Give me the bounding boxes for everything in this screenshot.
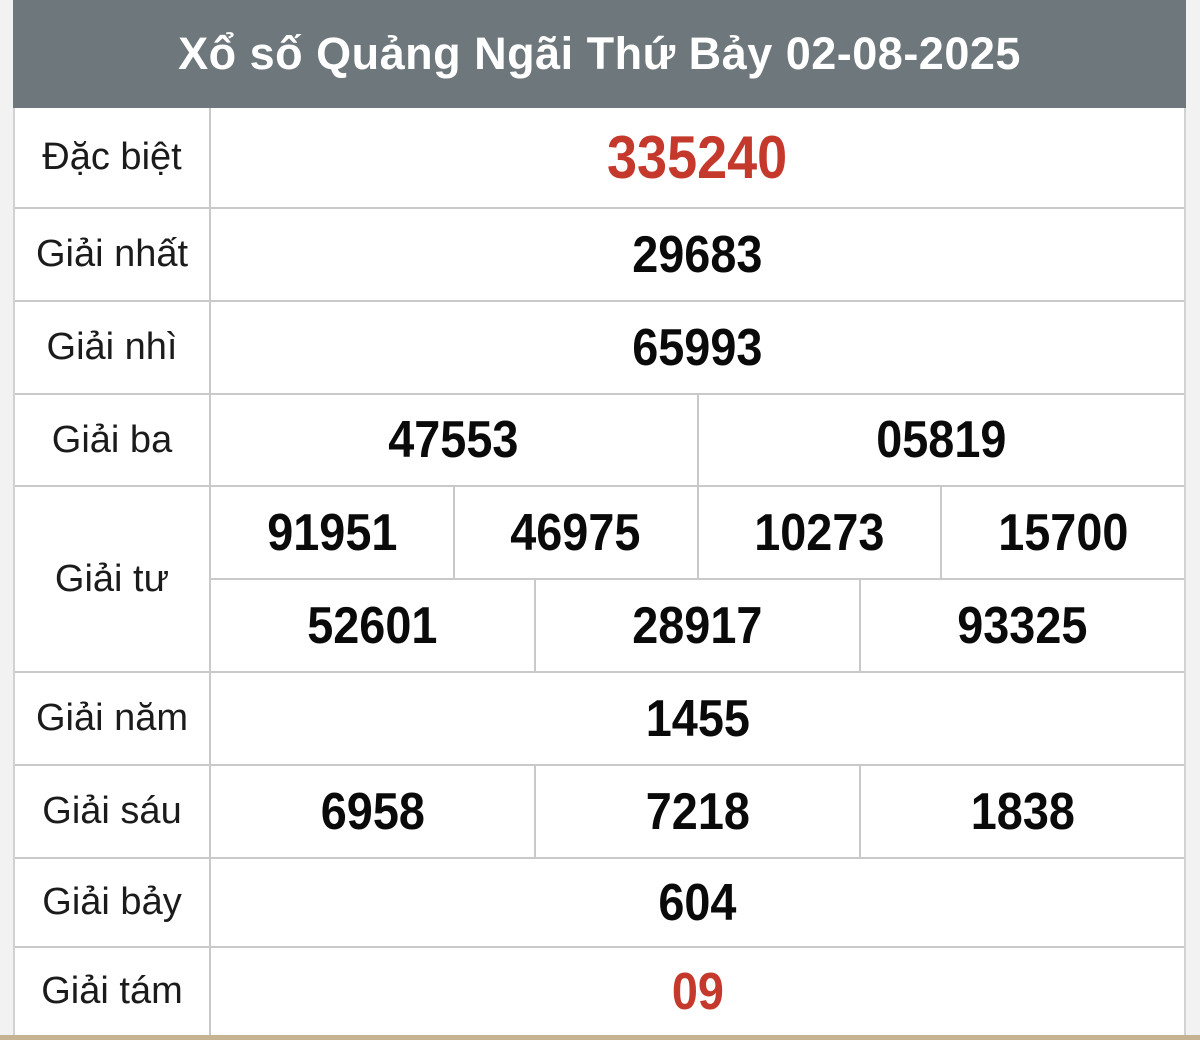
bottom-accent-divider xyxy=(0,1035,1200,1040)
results-header: Xổ số Quảng Ngãi Thứ Bảy 02-08-2025 xyxy=(13,0,1186,108)
prize-label: Đặc biệt xyxy=(15,108,211,207)
prize-number-cell: 604 xyxy=(211,859,1184,946)
prize-number-cell: 15700 xyxy=(940,487,1184,578)
prize-number: 93325 xyxy=(957,596,1088,655)
row-giai-nhi: Giải nhì 65993 xyxy=(15,302,1184,395)
prize-number-cell: 91951 xyxy=(211,487,453,578)
prize-values-stack: 91951 46975 10273 15700 xyxy=(211,487,1184,671)
prize-number: 91951 xyxy=(266,503,397,562)
prize-number: 47553 xyxy=(388,411,519,469)
prize-number: 09 xyxy=(671,962,724,1021)
row-dac-biet: Đặc biệt 335240 xyxy=(15,108,1184,209)
prize-label: Giải tư xyxy=(15,487,211,671)
row-giai-nhat: Giải nhất 29683 xyxy=(15,209,1184,302)
prize-label: Giải sáu xyxy=(15,766,211,857)
prize-number: 28917 xyxy=(632,596,763,655)
prize-number: 05819 xyxy=(876,411,1007,469)
row-giai-tu: Giải tư 91951 46975 10273 15700 xyxy=(15,487,1184,673)
prize-number-cell: 6958 xyxy=(211,766,534,857)
prize-number: 1838 xyxy=(970,782,1075,841)
prize-number-cell: 65993 xyxy=(211,302,1184,393)
prize-label: Giải năm xyxy=(15,673,211,764)
prize-number-cell: 1455 xyxy=(211,673,1184,764)
prize-values: 29683 xyxy=(211,209,1184,300)
prize-number-cell: 09 xyxy=(211,948,1184,1035)
prize-number-cell: 7218 xyxy=(534,766,859,857)
prize-values: 52601 28917 93325 xyxy=(211,580,1184,671)
page-title: Xổ số Quảng Ngãi Thứ Bảy 02-08-2025 xyxy=(178,28,1021,79)
prize-label: Giải nhì xyxy=(15,302,211,393)
prize-values: 604 xyxy=(211,859,1184,946)
prize-number-cell: 1838 xyxy=(859,766,1184,857)
row-giai-ba: Giải ba 47553 05819 xyxy=(15,395,1184,487)
results-board: Xổ số Quảng Ngãi Thứ Bảy 02-08-2025 Đặc … xyxy=(13,0,1186,1035)
prize-number-cell: 46975 xyxy=(452,487,697,578)
prize-number: 335240 xyxy=(607,124,788,191)
prize-number: 15700 xyxy=(998,503,1129,562)
prize-number: 604 xyxy=(658,873,737,932)
prize-values: 6958 7218 1838 xyxy=(211,766,1184,857)
prize-values: 47553 05819 xyxy=(211,395,1184,485)
prize-number-cell: 47553 xyxy=(211,395,697,485)
prize-number-cell: 05819 xyxy=(696,395,1185,485)
prize-label: Giải tám xyxy=(15,948,211,1035)
prize-number-cell: 335240 xyxy=(211,108,1184,207)
prize-table: Đặc biệt 335240 Giải nhất 29683 Giải nhì xyxy=(13,108,1186,1035)
prize-values: 1455 xyxy=(211,673,1184,764)
row-giai-bay: Giải bảy 604 xyxy=(15,859,1184,948)
prize-number: 65993 xyxy=(632,318,763,377)
prize-number: 29683 xyxy=(632,225,763,284)
prize-label: Giải ba xyxy=(15,395,211,485)
prize-number-cell: 28917 xyxy=(534,580,859,671)
prize-number-cell: 52601 xyxy=(211,580,534,671)
row-giai-tam: Giải tám 09 xyxy=(15,948,1184,1035)
prize-number: 52601 xyxy=(307,596,438,655)
prize-number: 7218 xyxy=(645,782,750,841)
prize-number: 46975 xyxy=(510,503,641,562)
prize-number-cell: 29683 xyxy=(211,209,1184,300)
prize-number: 10273 xyxy=(754,503,885,562)
prize-values: 65993 xyxy=(211,302,1184,393)
prize-number-cell: 10273 xyxy=(696,487,941,578)
prize-values: 09 xyxy=(211,948,1184,1035)
prize-values: 91951 46975 10273 15700 xyxy=(211,487,1184,580)
prize-values: 335240 xyxy=(211,108,1184,207)
prize-number: 1455 xyxy=(645,689,750,748)
prize-number-cell: 93325 xyxy=(859,580,1184,671)
row-giai-sau: Giải sáu 6958 7218 1838 xyxy=(15,766,1184,859)
prize-label: Giải bảy xyxy=(15,859,211,946)
prize-label: Giải nhất xyxy=(15,209,211,300)
row-giai-nam: Giải năm 1455 xyxy=(15,673,1184,766)
prize-number: 6958 xyxy=(320,782,425,841)
